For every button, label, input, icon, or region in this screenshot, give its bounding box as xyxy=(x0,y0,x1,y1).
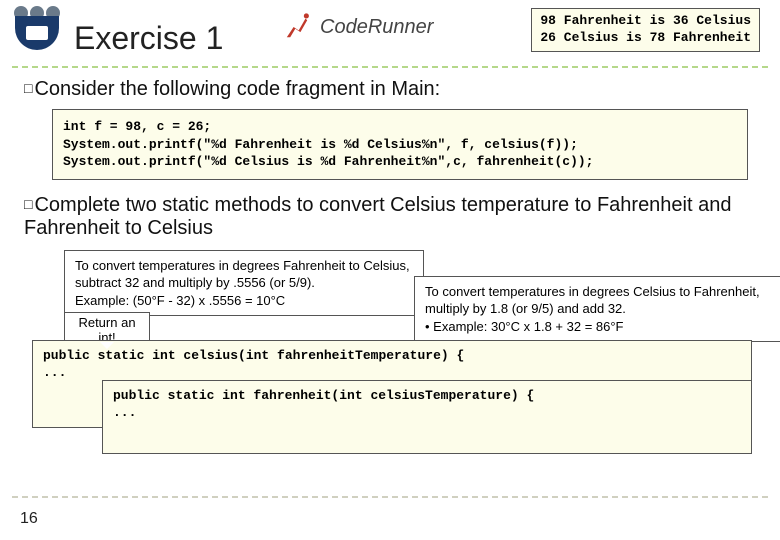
conversion-info-row: To convert temperatures in degrees Fahre… xyxy=(64,250,756,340)
coderunner-badge: CodeRunner xyxy=(280,10,433,44)
university-crest-logo xyxy=(10,6,64,60)
slide-content: □Consider the following code fragment in… xyxy=(0,78,780,470)
bullet-consider: □Consider the following code fragment in… xyxy=(24,78,756,101)
page-number: 16 xyxy=(20,510,38,528)
header: Exercise 1 CodeRunner 98 Fahrenheit is 3… xyxy=(0,0,780,60)
celsius-to-fahrenheit-info: To convert temperatures in degrees Celsi… xyxy=(414,276,780,343)
bullet-square-icon: □ xyxy=(24,196,32,212)
coderunner-label: CodeRunner xyxy=(320,16,433,39)
header-divider xyxy=(12,66,768,68)
code-fragment-box: int f = 98, c = 26; System.out.printf("%… xyxy=(52,109,748,180)
bullet-complete: □Complete two static methods to convert … xyxy=(24,194,756,240)
method-stub-area: public static int celsius(int fahrenheit… xyxy=(32,340,748,470)
bullet-complete-text: Complete two static methods to convert C… xyxy=(24,194,731,239)
bullet-square-icon: □ xyxy=(24,80,32,96)
footer-divider xyxy=(12,496,768,498)
program-output-box: 98 Fahrenheit is 36 Celsius 26 Celsius i… xyxy=(531,8,760,52)
fahrenheit-method-stub: public static int fahrenheit(int celsius… xyxy=(102,380,752,454)
bullet-consider-text: Consider the following code fragment in … xyxy=(34,78,440,100)
fahrenheit-to-celsius-info: To convert temperatures in degrees Fahre… xyxy=(64,250,424,317)
runner-icon xyxy=(280,10,314,44)
slide-title: Exercise 1 xyxy=(74,6,223,57)
